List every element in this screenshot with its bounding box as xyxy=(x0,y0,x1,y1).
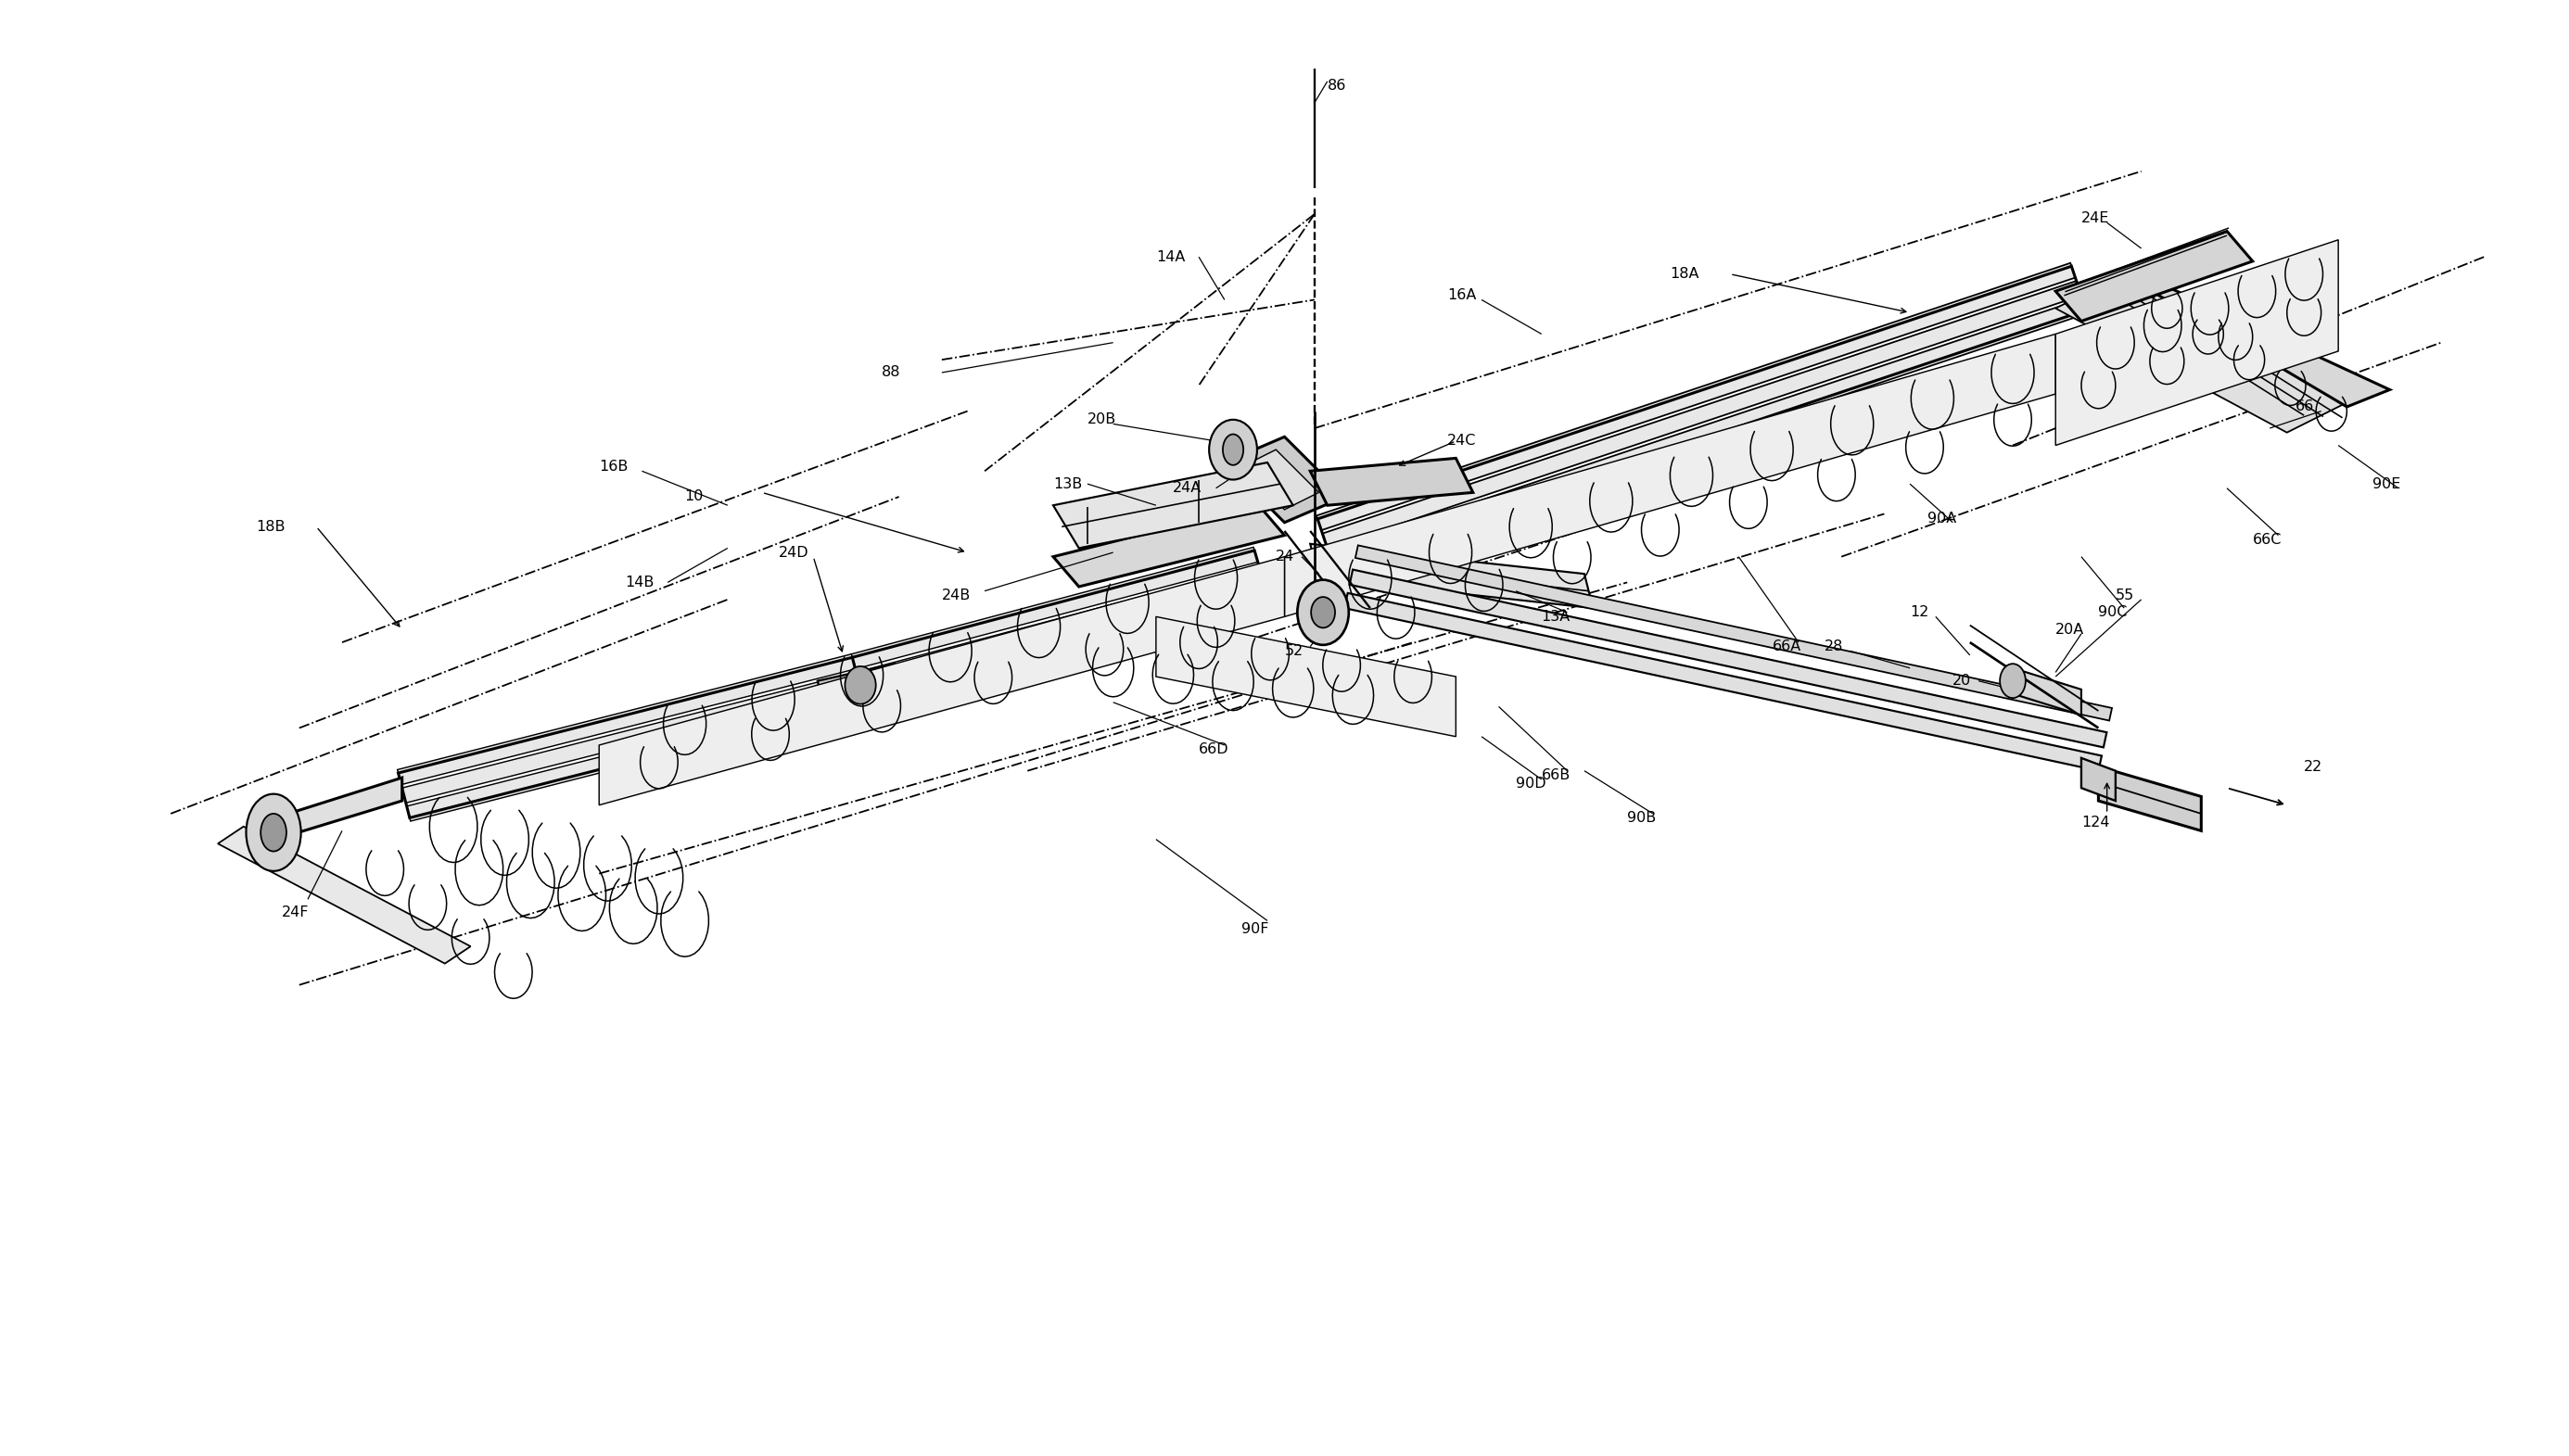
Text: 90C: 90C xyxy=(2099,606,2127,619)
Text: 18A: 18A xyxy=(1670,266,1698,281)
Polygon shape xyxy=(247,778,401,847)
Text: 24A: 24A xyxy=(1174,482,1202,495)
Text: 66B: 66B xyxy=(1541,769,1570,782)
Text: 24B: 24B xyxy=(943,588,971,603)
Ellipse shape xyxy=(1310,597,1336,628)
Polygon shape xyxy=(2012,668,2081,715)
Polygon shape xyxy=(1156,617,1457,737)
Polygon shape xyxy=(2055,232,2253,322)
Text: 28: 28 xyxy=(1824,639,1842,654)
Text: 16A: 16A xyxy=(1446,288,1477,303)
Text: 24C: 24C xyxy=(1446,434,1477,448)
Polygon shape xyxy=(1328,298,2086,566)
Text: 90E: 90E xyxy=(2374,478,2402,491)
Polygon shape xyxy=(2055,274,2356,432)
Text: 90D: 90D xyxy=(1516,776,1547,791)
Text: 12: 12 xyxy=(1909,606,1929,619)
Text: 86: 86 xyxy=(1328,79,1346,93)
Polygon shape xyxy=(406,690,866,821)
Polygon shape xyxy=(1310,545,1593,609)
Polygon shape xyxy=(1241,450,1318,510)
Text: 66A: 66A xyxy=(1773,639,1801,654)
Polygon shape xyxy=(2081,759,2114,801)
Polygon shape xyxy=(2055,240,2338,446)
Polygon shape xyxy=(855,565,1264,687)
Text: 52: 52 xyxy=(1284,644,1302,658)
Text: 55: 55 xyxy=(2114,588,2135,603)
Polygon shape xyxy=(398,654,855,785)
Ellipse shape xyxy=(259,814,285,852)
Text: 88: 88 xyxy=(881,365,902,380)
Text: 20A: 20A xyxy=(2055,623,2083,636)
Ellipse shape xyxy=(845,667,876,705)
Text: 14B: 14B xyxy=(624,575,655,590)
Polygon shape xyxy=(599,556,1284,805)
Polygon shape xyxy=(1344,593,2101,770)
Polygon shape xyxy=(2114,269,2389,406)
Text: 66: 66 xyxy=(2297,400,2315,414)
Polygon shape xyxy=(861,584,1269,705)
Polygon shape xyxy=(401,673,861,802)
Text: 90F: 90F xyxy=(1241,922,1269,936)
Text: 90A: 90A xyxy=(1927,511,1955,526)
Polygon shape xyxy=(218,827,470,964)
Text: 16B: 16B xyxy=(599,460,629,473)
Text: 18B: 18B xyxy=(257,520,285,534)
Ellipse shape xyxy=(1223,434,1243,464)
Polygon shape xyxy=(2099,766,2202,831)
Ellipse shape xyxy=(1297,579,1349,645)
Polygon shape xyxy=(850,547,1259,670)
Text: 22: 22 xyxy=(2304,760,2322,773)
Text: 24: 24 xyxy=(1277,550,1295,563)
Polygon shape xyxy=(1225,437,1344,523)
Polygon shape xyxy=(1356,546,2112,721)
Text: 20B: 20B xyxy=(1087,412,1118,427)
Text: 13B: 13B xyxy=(1053,478,1082,491)
Polygon shape xyxy=(1053,505,1284,587)
Polygon shape xyxy=(1323,281,2081,547)
Text: 10: 10 xyxy=(686,489,704,504)
Text: 24D: 24D xyxy=(778,546,809,559)
Text: 20: 20 xyxy=(1952,674,1970,687)
Ellipse shape xyxy=(247,794,301,871)
Polygon shape xyxy=(1315,264,2076,530)
Text: 66D: 66D xyxy=(1200,743,1228,756)
Polygon shape xyxy=(817,664,904,719)
Text: 124: 124 xyxy=(2081,815,2109,828)
Text: 90B: 90B xyxy=(1626,811,1657,826)
Polygon shape xyxy=(1310,459,1472,505)
Polygon shape xyxy=(1349,569,2107,747)
Text: 24F: 24F xyxy=(283,906,308,919)
Text: 14A: 14A xyxy=(1156,250,1184,264)
Ellipse shape xyxy=(1210,419,1256,479)
Text: 24E: 24E xyxy=(2081,211,2109,226)
Ellipse shape xyxy=(1999,664,2024,697)
Text: 13A: 13A xyxy=(1541,610,1570,623)
Text: 66C: 66C xyxy=(2253,533,2281,546)
Polygon shape xyxy=(1053,463,1292,547)
Polygon shape xyxy=(1284,333,2055,617)
